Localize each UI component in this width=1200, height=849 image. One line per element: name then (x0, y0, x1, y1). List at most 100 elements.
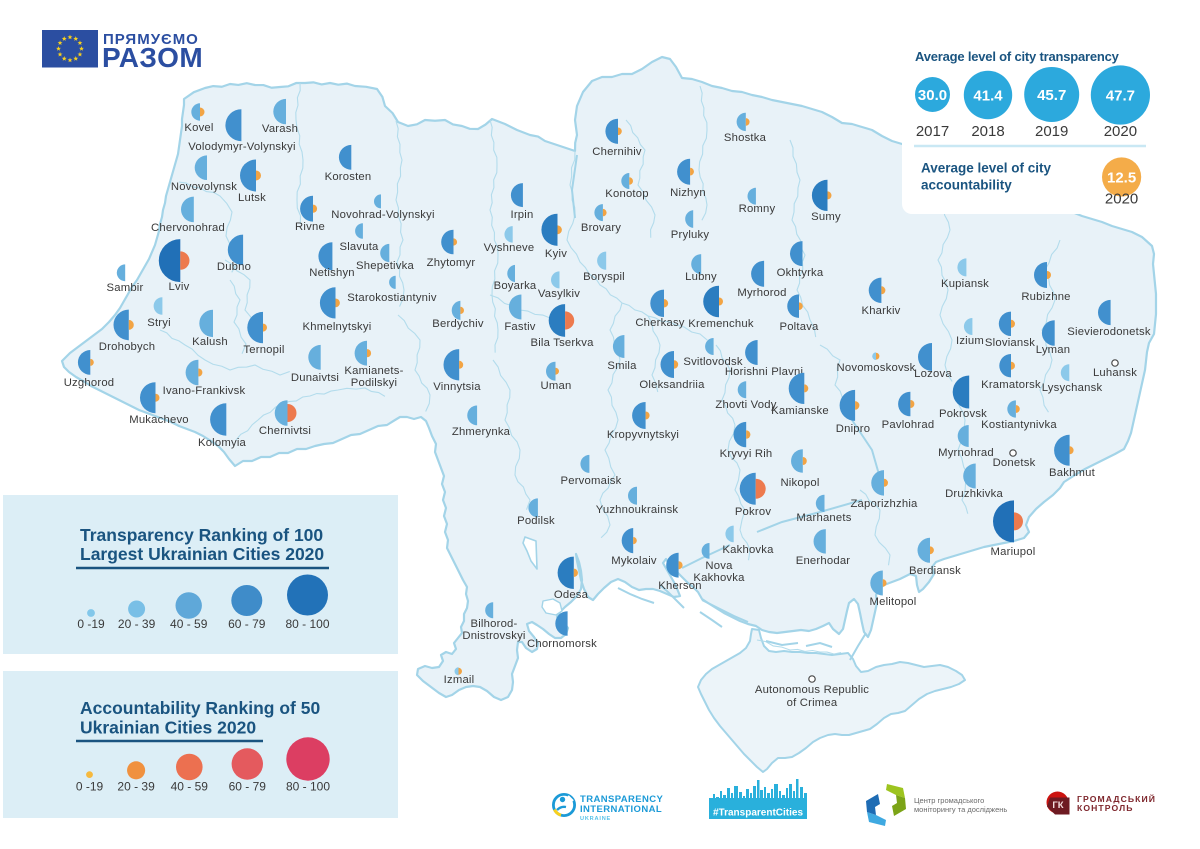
svg-text:Podilskyi: Podilskyi (351, 377, 397, 389)
svg-text:Uman: Uman (541, 380, 572, 392)
svg-text:Stryi: Stryi (147, 317, 171, 329)
svg-text:2017: 2017 (916, 123, 949, 140)
svg-text:60 - 79: 60 - 79 (228, 617, 266, 631)
svg-text:Myrhorod: Myrhorod (737, 287, 786, 299)
svg-text:Lubny: Lubny (685, 271, 717, 283)
svg-text:Autonomous Republic: Autonomous Republic (755, 684, 869, 696)
svg-text:Sumy: Sumy (811, 211, 841, 223)
svg-text:Novovolynsk: Novovolynsk (171, 181, 237, 193)
svg-text:Brovary: Brovary (581, 222, 621, 234)
svg-text:41.4: 41.4 (973, 88, 1003, 105)
svg-text:Nizhyn: Nizhyn (670, 187, 706, 199)
svg-text:47.7: 47.7 (1106, 88, 1135, 105)
svg-text:Novomoskovsk: Novomoskovsk (837, 362, 916, 374)
svg-text:Центр громадського: Центр громадського (914, 796, 984, 805)
svg-text:Bilhorod-: Bilhorod- (470, 618, 517, 630)
svg-text:12.5: 12.5 (1107, 170, 1136, 187)
svg-text:Sambir: Sambir (107, 282, 144, 294)
svg-text:Kalush: Kalush (192, 336, 228, 348)
svg-text:Poltava: Poltava (779, 321, 819, 333)
svg-text:Marhanets: Marhanets (796, 512, 851, 524)
svg-text:accountability: accountability (921, 178, 1012, 193)
svg-text:Volodymyr-Volynskyi: Volodymyr-Volynskyi (188, 141, 295, 153)
svg-text:Irpin: Irpin (511, 209, 534, 221)
svg-text:Boyarka: Boyarka (494, 280, 537, 292)
svg-text:КОНТРОЛЬ: КОНТРОЛЬ (1077, 803, 1133, 813)
svg-text:Bakhmut: Bakhmut (1049, 467, 1096, 479)
svg-text:Vasylkiv: Vasylkiv (538, 288, 580, 300)
svg-text:Lviv: Lviv (169, 281, 190, 293)
svg-text:Oleksandriia: Oleksandriia (639, 379, 705, 391)
svg-text:Izium: Izium (956, 335, 984, 347)
svg-text:Nova: Nova (705, 560, 733, 572)
svg-text:Kakhovka: Kakhovka (693, 572, 745, 584)
svg-text:Mukachevo: Mukachevo (129, 414, 189, 426)
svg-text:Ivano-Frankivsk: Ivano-Frankivsk (163, 385, 246, 397)
svg-text:Myrnohrad: Myrnohrad (938, 447, 994, 459)
svg-text:Donetsk: Donetsk (993, 457, 1036, 469)
svg-text:Zhovti Vody: Zhovti Vody (715, 399, 776, 411)
svg-text:Druzhkivka: Druzhkivka (945, 488, 1003, 500)
svg-text:Kolomyia: Kolomyia (198, 437, 247, 449)
svg-text:Svitlovodsk: Svitlovodsk (683, 356, 742, 368)
svg-text:Shepetivka: Shepetivka (356, 260, 414, 272)
svg-text:Zaporizhzhia: Zaporizhzhia (850, 498, 918, 510)
svg-text:Lyman: Lyman (1036, 344, 1071, 356)
svg-text:Romny: Romny (739, 203, 776, 215)
svg-text:Ukrainian Cities 2020: Ukrainian Cities 2020 (80, 718, 256, 738)
svg-text:Lutsk: Lutsk (238, 192, 266, 204)
svg-text:Smila: Smila (607, 360, 637, 372)
svg-text:Lysychansk: Lysychansk (1042, 382, 1103, 394)
svg-text:Horishni Plavni: Horishni Plavni (725, 366, 803, 378)
svg-text:Vyshneve: Vyshneve (484, 242, 535, 254)
svg-text:Kramatorsk: Kramatorsk (981, 379, 1041, 391)
svg-text:INTERNATIONAL: INTERNATIONAL (580, 804, 662, 815)
svg-text:2019: 2019 (1035, 123, 1068, 140)
svg-text:Kremenchuk: Kremenchuk (688, 318, 754, 330)
svg-text:Fastiv: Fastiv (504, 321, 535, 333)
svg-text:Sloviansk: Sloviansk (985, 337, 1035, 349)
svg-text:Berdychiv: Berdychiv (432, 318, 484, 330)
svg-text:of Crimea: of Crimea (787, 697, 838, 709)
svg-text:Zhytomyr: Zhytomyr (427, 257, 476, 269)
svg-text:Dubno: Dubno (217, 261, 251, 273)
svg-text:Melitopol: Melitopol (869, 596, 916, 608)
svg-text:Kryvyi Rih: Kryvyi Rih (720, 448, 773, 460)
svg-text:Zhmerynka: Zhmerynka (452, 426, 511, 438)
svg-text:Starokostiantyniv: Starokostiantyniv (347, 292, 437, 304)
svg-text:Boryspil: Boryspil (583, 271, 625, 283)
svg-text:Mariupol: Mariupol (991, 546, 1036, 558)
svg-text:40 - 59: 40 - 59 (170, 617, 208, 631)
svg-text:30.0: 30.0 (918, 87, 947, 104)
svg-text:Kupiansk: Kupiansk (941, 278, 989, 290)
svg-text:Novohrad-Volynskyi: Novohrad-Volynskyi (331, 209, 434, 221)
svg-text:Luhansk: Luhansk (1093, 367, 1137, 379)
svg-text:Sievierodonetsk: Sievierodonetsk (1067, 326, 1151, 338)
svg-text:Berdiansk: Berdiansk (909, 565, 961, 577)
svg-text:Mykolaiv: Mykolaiv (611, 555, 657, 567)
svg-text:РАЗОМ: РАЗОМ (102, 42, 203, 73)
svg-text:Dunaivtsi: Dunaivtsi (291, 372, 339, 384)
svg-text:Dnipro: Dnipro (836, 423, 870, 435)
svg-text:Vinnytsia: Vinnytsia (433, 381, 481, 393)
svg-text:ГК: ГК (1052, 800, 1063, 811)
svg-text:Kamianets-: Kamianets- (344, 365, 403, 377)
svg-text:Okhtyrka: Okhtyrka (777, 267, 824, 279)
svg-text:Rubizhne: Rubizhne (1021, 291, 1070, 303)
svg-text:Slavuta: Slavuta (339, 241, 379, 253)
svg-text:Ternopil: Ternopil (243, 344, 284, 356)
svg-text:Lozova: Lozova (914, 368, 952, 380)
svg-text:Konotop: Konotop (605, 188, 649, 200)
svg-text:Odesa: Odesa (554, 589, 589, 601)
svg-text:Accountability Ranking of 50: Accountability Ranking of 50 (80, 698, 320, 718)
svg-text:Korosten: Korosten (325, 171, 372, 183)
svg-text:Pokrovsk: Pokrovsk (939, 408, 987, 420)
svg-text:Khmelnytskyi: Khmelnytskyi (303, 321, 372, 333)
svg-text:Dnistrovskyi: Dnistrovskyi (462, 630, 525, 642)
svg-text:Rivne: Rivne (295, 221, 325, 233)
svg-text:Kropyvnytskyi: Kropyvnytskyi (607, 429, 679, 441)
svg-text:Kyiv: Kyiv (545, 248, 567, 260)
svg-text:Transparency Ranking of 100: Transparency Ranking of 100 (80, 525, 323, 545)
svg-text:Drohobych: Drohobych (99, 341, 155, 353)
svg-text:Pavlohrad: Pavlohrad (882, 419, 935, 431)
